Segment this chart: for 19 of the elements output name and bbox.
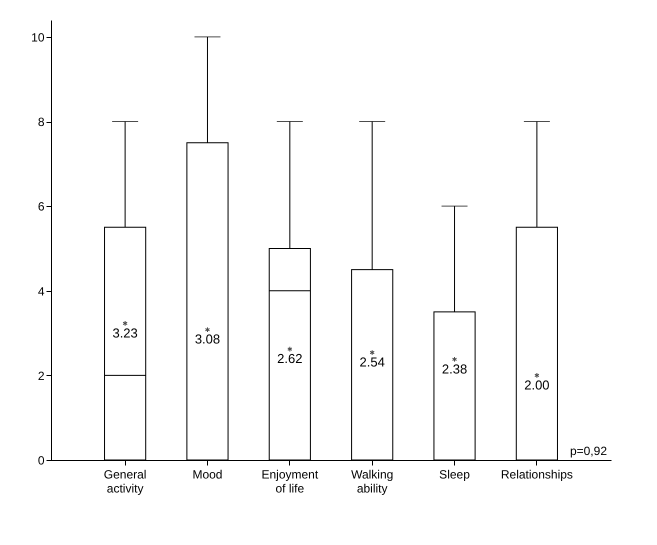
text: 2.54 [360,354,385,370]
x-tick-label: Mood [192,468,222,482]
text: 2.62 [277,351,302,366]
x-tick-label: Sleep [439,468,470,482]
y-tick-label: 2 [38,368,45,383]
y-tick-label: 4 [38,284,45,298]
x-tick-label: Enjoyment of life [261,468,319,496]
text: 3.23 [112,325,138,340]
x-tick-label: General activity [104,468,146,496]
text: 2.38 [442,361,468,376]
y-tick-label: 8 [38,115,45,130]
y-tick-label: 10 [31,30,45,44]
x-tick-label: Relationships [500,468,573,482]
y-tick-label: 0 [38,454,45,468]
x-tick-label: Walking ability [351,468,394,496]
text: 3.08 [194,332,220,347]
text: 2.00 [524,377,550,392]
y-tick-label: 6 [38,200,45,214]
annotation: p=0,92 [570,444,608,458]
